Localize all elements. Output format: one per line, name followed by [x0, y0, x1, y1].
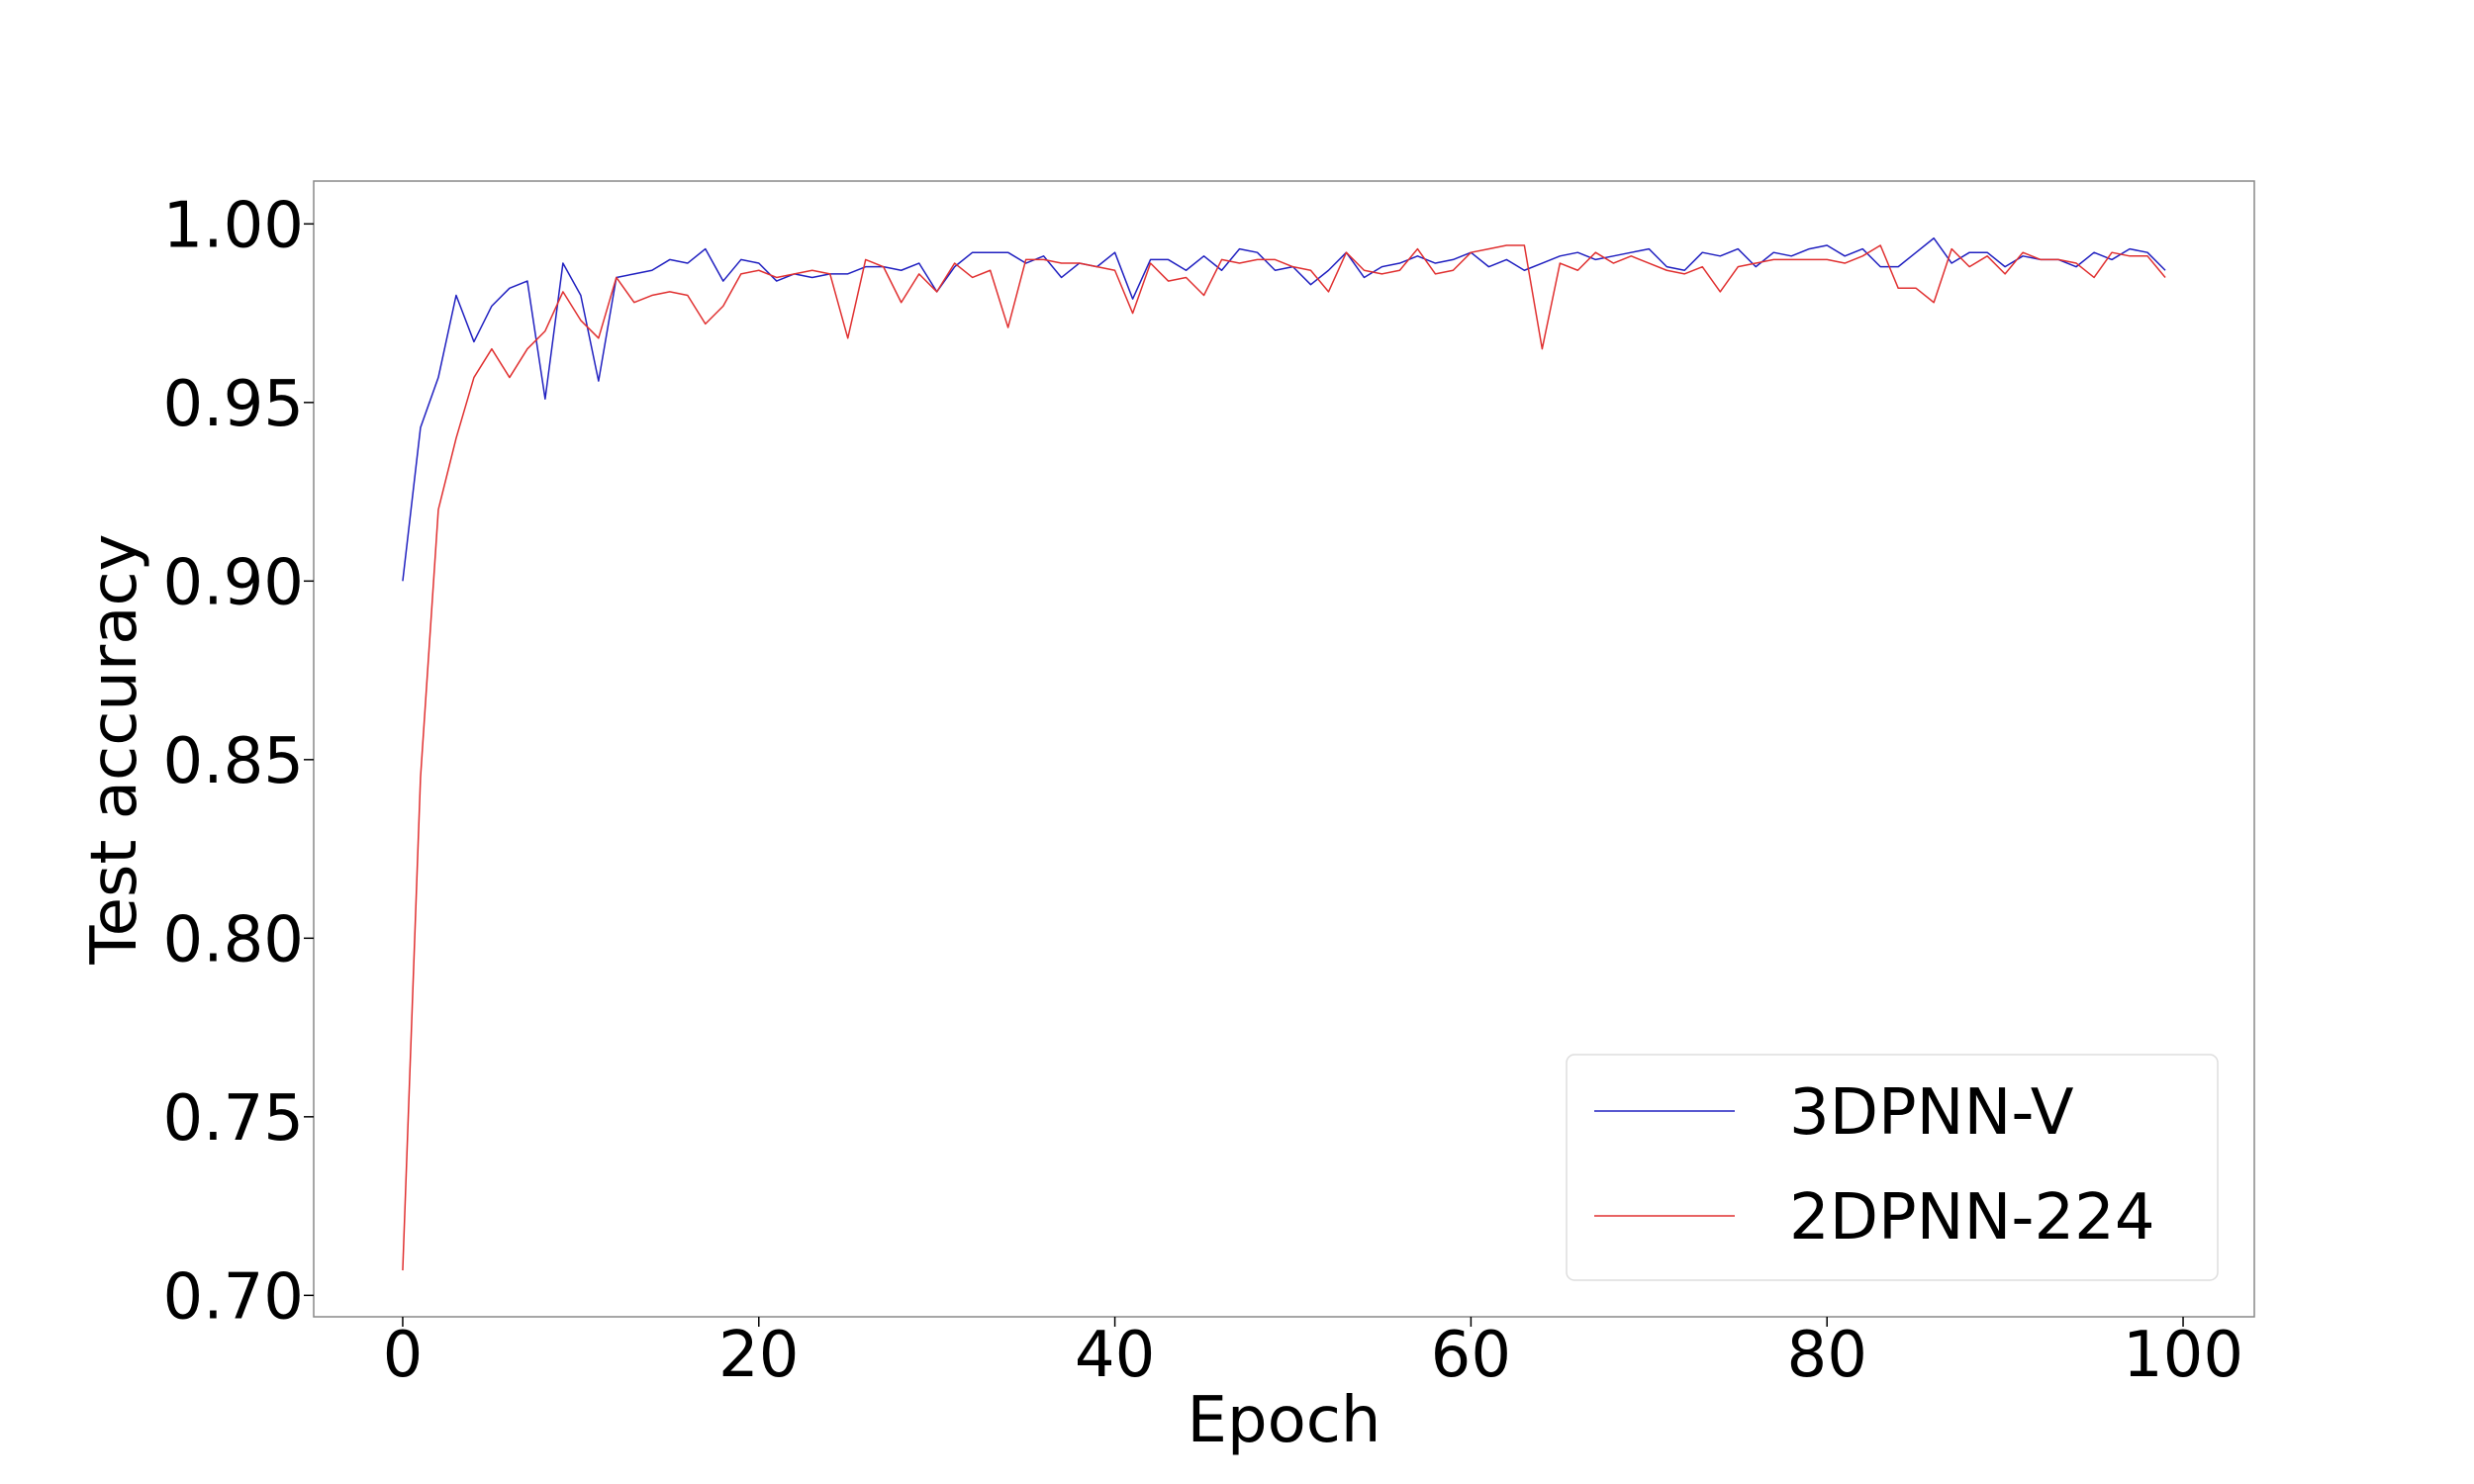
- y-tick-label: 0.75: [163, 1082, 305, 1156]
- series-line-3dpnn-v: [402, 237, 2166, 582]
- y-axis-label: Test accuracy: [78, 533, 151, 965]
- y-axis: 0.70 0.75 0.80 0.85 0.90 0.95 1.00: [163, 189, 314, 1334]
- y-tick-label: 0.80: [163, 903, 305, 976]
- x-tick-label: 20: [718, 1319, 799, 1392]
- x-tick-label: 0: [383, 1319, 424, 1392]
- x-axis: 0 20 40 60 80 100: [383, 1317, 2243, 1392]
- legend: 3DPNN-V 2DPNN-224: [1566, 1054, 2219, 1281]
- y-tick-label: 0.85: [163, 725, 305, 798]
- x-tick-label: 80: [1787, 1319, 1867, 1392]
- y-tick-label: 1.00: [163, 189, 305, 262]
- y-tick-label: 0.90: [163, 546, 305, 619]
- plot-frame: [313, 180, 2255, 1318]
- x-tick-label: 40: [1075, 1319, 1155, 1392]
- series-line-2dpnn-224: [402, 244, 2166, 1271]
- y-tick-label: 0.70: [163, 1260, 305, 1334]
- legend-label-3dpnn-v: 3DPNN-V: [1789, 1076, 2074, 1150]
- legend-label-2dpnn-224: 2DPNN-224: [1789, 1181, 2155, 1254]
- x-tick-label: 100: [2123, 1319, 2243, 1392]
- y-tick-label: 0.95: [163, 368, 305, 441]
- x-axis-label: Epoch: [1188, 1384, 1381, 1457]
- x-tick-label: 60: [1431, 1319, 1511, 1392]
- series-layer: [402, 237, 2166, 1271]
